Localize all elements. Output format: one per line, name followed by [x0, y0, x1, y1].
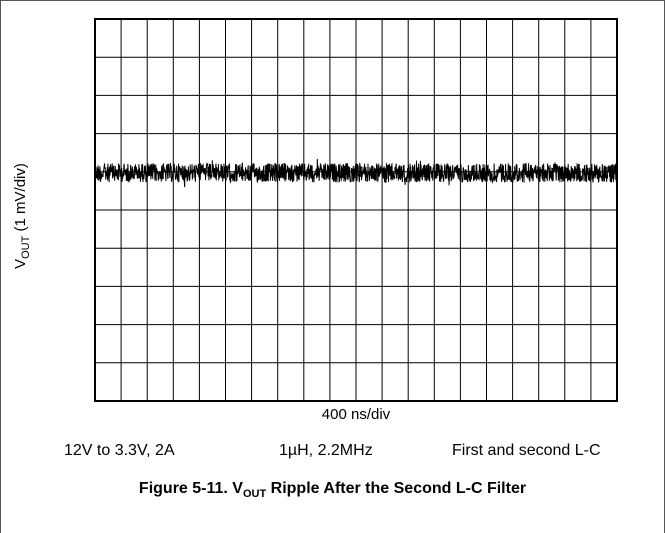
condition-input-output: 12V to 3.3V, 2A [64, 442, 175, 459]
x-axis-label: 400 ns/div [321, 406, 391, 423]
y-axis-label: VOUT (1 mV/div) [12, 163, 32, 269]
frame-top-border [0, 0, 665, 1]
figure-caption: Figure 5-11. VOUT Ripple After the Secon… [138, 480, 527, 500]
condition-inductor-frequency: 1µH, 2.2MHz [279, 442, 373, 459]
ripple-trace [94, 159, 618, 188]
condition-filter: First and second L-C [452, 442, 601, 459]
frame-left-border [0, 0, 1, 533]
grid [95, 19, 617, 401]
